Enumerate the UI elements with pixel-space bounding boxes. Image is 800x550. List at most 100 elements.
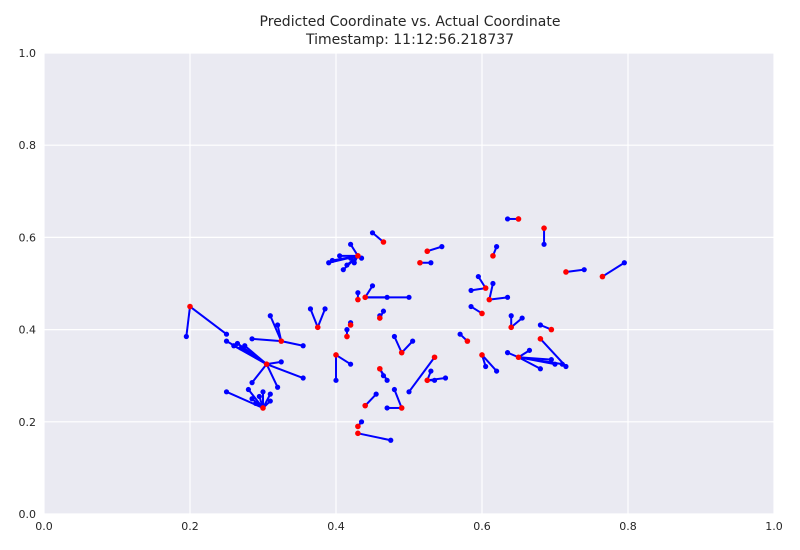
predicted-point [223, 389, 230, 395]
y-axis-ticks: 0.0 0.2 0.4 0.6 0.8 1.0 [19, 47, 37, 521]
predicted-point [358, 419, 365, 425]
predicted-point [348, 241, 354, 247]
predicted-point [526, 347, 533, 353]
connector-line [281, 340, 304, 347]
predicted-point [380, 308, 387, 314]
actual-point [377, 365, 383, 372]
predicted-point [267, 391, 273, 397]
actual-point [424, 377, 431, 384]
actual-point [563, 269, 569, 275]
plot-area [44, 53, 774, 514]
predicted-point [329, 257, 335, 264]
actual-point [344, 333, 350, 340]
actual-point [541, 225, 547, 231]
predicted-point [504, 216, 511, 222]
connector-line [565, 268, 585, 273]
connector-line [309, 308, 319, 328]
predicted-point [369, 283, 376, 289]
predicted-point [519, 315, 525, 321]
predicted-point [333, 377, 339, 383]
predicted-point [275, 384, 281, 390]
connector-line [266, 363, 304, 379]
actual-point [355, 430, 361, 437]
y-tick-label: 0.2 [19, 416, 37, 429]
predicted-point [490, 280, 496, 287]
predicted-point [406, 294, 412, 300]
x-tick-label: 0.6 [473, 520, 491, 533]
x-tick-label: 0.2 [181, 520, 199, 533]
predicted-point [223, 331, 230, 337]
predicted-point [337, 253, 343, 259]
predicted-point [494, 244, 500, 250]
predicted-point [300, 375, 306, 381]
predicted-point [242, 343, 248, 349]
predicted-point [267, 398, 273, 404]
actual-point [333, 352, 339, 358]
actual-point [548, 326, 555, 333]
connector-line [335, 354, 352, 366]
predicted-point [504, 350, 511, 356]
actual-point [464, 338, 471, 344]
y-tick-label: 0.6 [19, 231, 37, 244]
predicted-point [278, 359, 284, 365]
actual-point [417, 259, 423, 266]
predicted-point [388, 437, 394, 443]
predicted-point [428, 368, 434, 374]
connector-line [601, 261, 625, 278]
actual-point [362, 294, 369, 301]
predicted-point [494, 368, 500, 374]
x-tick-label: 0.8 [619, 520, 637, 533]
predicted-point [384, 405, 390, 411]
actual-point [398, 405, 405, 411]
connector-line [489, 296, 508, 301]
predicted-point [508, 313, 514, 319]
predicted-point [475, 273, 481, 280]
predicted-point [504, 294, 511, 300]
predicted-point [457, 331, 463, 337]
connector-line [189, 305, 228, 336]
actual-point [347, 322, 354, 328]
predicted-point [428, 260, 434, 266]
predicted-point [256, 393, 262, 400]
chart-subtitle: Timestamp: 11:12:56.218737 [305, 32, 514, 48]
y-tick-label: 0.0 [19, 508, 37, 521]
predicted-point [439, 244, 445, 250]
predicted-point [183, 333, 189, 340]
predicted-point [537, 366, 544, 372]
actual-point [355, 253, 361, 259]
predicted-point [552, 361, 558, 367]
x-axis-ticks: 0.0 0.2 0.4 0.6 0.8 1.0 [35, 520, 783, 533]
predicted-point [267, 313, 273, 319]
actual-point [355, 423, 361, 430]
actual-point [355, 296, 361, 303]
predicted-point [322, 306, 328, 312]
predicted-point [373, 391, 379, 397]
predicted-point [391, 333, 397, 340]
actual-point [515, 216, 522, 222]
actual-points [187, 216, 606, 437]
predicted-point [548, 356, 554, 363]
actual-point [515, 354, 522, 361]
x-tick-label: 0.0 [35, 520, 53, 533]
connector-line [316, 308, 326, 328]
connector-line [244, 344, 268, 365]
y-tick-label: 0.8 [19, 139, 37, 152]
x-tick-label: 0.4 [327, 520, 345, 533]
predicted-point [406, 389, 412, 395]
connector-line [408, 356, 436, 393]
predicted-point [442, 375, 449, 381]
actual-point [482, 285, 489, 291]
predicted-point [348, 361, 354, 367]
predicted-point [384, 294, 390, 300]
x-tick-label: 1.0 [765, 520, 783, 533]
actual-point [377, 315, 383, 321]
predicted-point [249, 380, 255, 386]
predicted-point [369, 230, 376, 236]
predicted-point [468, 303, 474, 310]
connector-line [357, 432, 391, 442]
predicted-point [340, 267, 346, 273]
actual-point [479, 352, 485, 358]
actual-point [380, 239, 387, 245]
predicted-point [431, 377, 438, 383]
